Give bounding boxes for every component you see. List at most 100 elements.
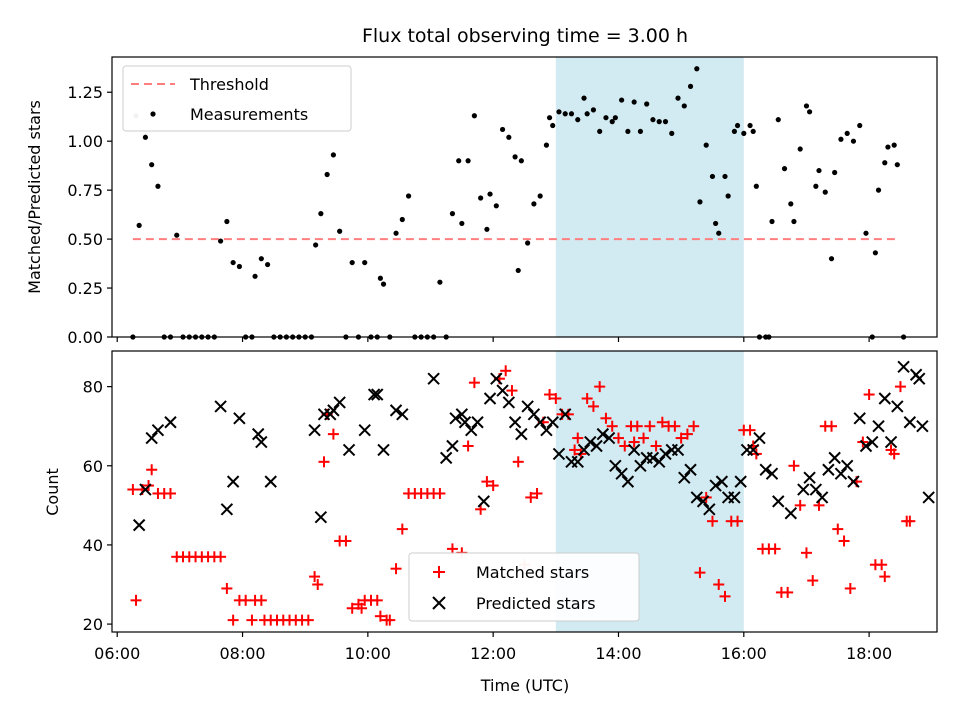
measurement-point bbox=[399, 216, 405, 223]
predicted-star-point bbox=[784, 507, 798, 520]
matched-star-point bbox=[612, 432, 624, 444]
predicted-legend-label: Predicted stars bbox=[476, 594, 596, 613]
bottom-legend: Matched stars Predicted stars bbox=[408, 552, 640, 622]
measurement-point bbox=[747, 122, 753, 129]
measurement-point bbox=[806, 109, 813, 115]
predicted-star-point bbox=[746, 443, 760, 457]
measurement-point bbox=[894, 162, 900, 168]
bottom-y-tick-label: 80 bbox=[83, 378, 103, 397]
matched-star-point bbox=[606, 420, 618, 432]
bottom-y-tick-label: 60 bbox=[83, 457, 103, 476]
measurement-point bbox=[828, 256, 835, 262]
measurement-point bbox=[816, 167, 822, 174]
measurements-layer bbox=[130, 66, 907, 340]
measurements-legend-marker bbox=[150, 111, 156, 117]
measurement-point bbox=[681, 103, 687, 109]
predicted-star-point bbox=[455, 408, 469, 421]
predicted-star-point bbox=[696, 495, 710, 508]
measurement-point bbox=[741, 130, 747, 136]
predicted-star-point bbox=[521, 400, 534, 413]
predicted-legend-marker bbox=[432, 596, 446, 610]
matched-star-point bbox=[894, 381, 906, 393]
predicted-star-point bbox=[465, 423, 478, 437]
matched-star-point bbox=[531, 487, 543, 499]
measurement-point bbox=[716, 230, 722, 236]
predicted-star-point bbox=[139, 483, 152, 496]
predicted-star-point bbox=[815, 491, 829, 504]
measurement-point bbox=[750, 128, 756, 135]
measurement-point bbox=[687, 83, 694, 89]
matched-star-point bbox=[879, 571, 891, 583]
predicted-star-point bbox=[803, 471, 816, 484]
x-axis-label: Time (UTC) bbox=[480, 676, 569, 695]
predicted-star-point bbox=[571, 455, 584, 469]
predicted-star-point bbox=[903, 416, 917, 429]
matched-star-point bbox=[512, 456, 524, 468]
predicted-star-point bbox=[621, 475, 635, 488]
matched-star-point bbox=[681, 428, 693, 440]
matched-stars-layer bbox=[127, 365, 916, 626]
measurement-point bbox=[230, 259, 236, 266]
predicted-star-point bbox=[358, 423, 371, 437]
predicted-star-point bbox=[439, 451, 453, 465]
matched-star-point bbox=[481, 476, 493, 488]
measurement-point bbox=[882, 160, 888, 166]
matched-star-point bbox=[371, 594, 383, 606]
predicted-stars-layer bbox=[132, 360, 935, 532]
measurement-point bbox=[499, 126, 506, 133]
matched-star-point bbox=[688, 420, 700, 432]
matched-star-point bbox=[146, 464, 158, 476]
predicted-star-point bbox=[446, 439, 459, 453]
measurement-point bbox=[155, 183, 161, 189]
predicted-star-point bbox=[132, 518, 146, 532]
measurement-point bbox=[597, 128, 603, 135]
measurement-point bbox=[449, 211, 456, 217]
measurement-point bbox=[518, 158, 524, 164]
bottom-y-axis-label: Count bbox=[43, 468, 62, 516]
predicted-star-point bbox=[615, 467, 628, 480]
x-tick-label: 14:00 bbox=[595, 644, 641, 663]
measurement-point bbox=[349, 259, 355, 266]
measurement-point bbox=[531, 201, 537, 207]
measurement-point bbox=[224, 218, 230, 225]
measurement-point bbox=[556, 109, 562, 115]
predicted-star-point bbox=[753, 431, 766, 445]
matched-star-point bbox=[215, 551, 227, 563]
matched-star-point bbox=[487, 480, 499, 492]
matched-star-point bbox=[340, 535, 352, 547]
predicted-star-point bbox=[396, 408, 409, 421]
matched-star-point bbox=[600, 412, 612, 424]
top-y-tick-label: 0.25 bbox=[67, 279, 103, 298]
bottom-axes-frame bbox=[111, 350, 938, 633]
chart-title: Flux total observing time = 3.00 h bbox=[362, 25, 688, 47]
matched-star-point bbox=[500, 365, 512, 377]
top-y-tick-label: 0.75 bbox=[67, 181, 103, 200]
measurement-point bbox=[252, 273, 258, 279]
matched-star-point bbox=[675, 432, 687, 444]
predicted-star-point bbox=[840, 459, 854, 472]
predicted-star-point bbox=[759, 463, 772, 476]
predicted-star-point bbox=[847, 475, 860, 488]
shaded-window-top bbox=[555, 57, 744, 337]
top-legend: Threshold Measurements bbox=[122, 65, 352, 132]
measurement-point bbox=[791, 218, 797, 225]
matched-star-point bbox=[396, 523, 408, 535]
matched-star-point bbox=[863, 389, 875, 401]
measurement-point bbox=[313, 242, 319, 248]
predicted-star-point bbox=[828, 451, 841, 465]
measurement-point bbox=[512, 154, 518, 160]
matched-star-point bbox=[356, 602, 368, 614]
measurement-point bbox=[493, 203, 499, 209]
matched-star-point bbox=[569, 444, 581, 456]
predicted-star-point bbox=[913, 372, 926, 385]
measurement-point bbox=[891, 142, 897, 148]
measurement-point bbox=[838, 136, 844, 142]
measurement-point bbox=[697, 199, 703, 205]
measurement-point bbox=[656, 119, 662, 125]
predicted-star-point bbox=[922, 491, 935, 504]
measurement-point bbox=[584, 111, 590, 117]
measurement-point bbox=[850, 138, 857, 144]
matched-star-point bbox=[732, 515, 744, 527]
x-tick-label: 06:00 bbox=[94, 644, 140, 663]
predicted-star-point bbox=[427, 372, 440, 385]
